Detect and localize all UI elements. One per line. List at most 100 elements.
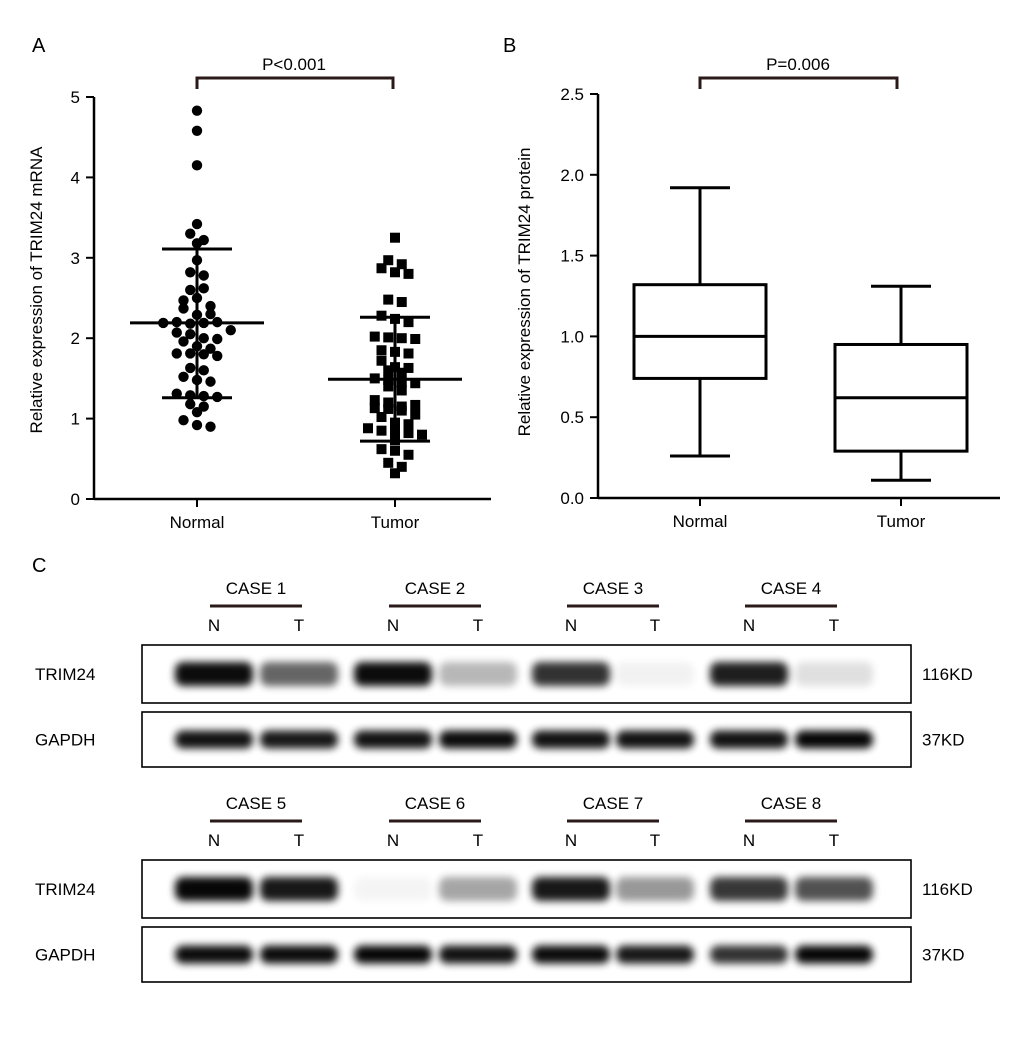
- normal-data-point: [191, 125, 203, 136]
- tumor-data-point: [383, 381, 394, 392]
- tumor-data-point: [376, 444, 387, 455]
- lane-label: T: [473, 616, 483, 635]
- blot-band: [439, 877, 517, 901]
- tumor-data-point: [383, 403, 394, 414]
- tumor-data-point: [403, 348, 414, 359]
- panel-b-y-tick-label: 1.5: [560, 247, 584, 266]
- normal-data-point: [185, 328, 196, 340]
- western-blot: CASE 1 CASE 2 CASE 3 CASE 4 N T N T N T N T TRIM24 11…: [35, 579, 973, 983]
- panel-b-x-tick-label: Tumor: [877, 512, 926, 531]
- tumor-data-point: [390, 468, 400, 479]
- lane-label: T: [294, 831, 304, 850]
- case-label: CASE 4: [761, 579, 821, 598]
- normal-data-point: [191, 218, 203, 230]
- blot-band: [532, 945, 610, 964]
- tumor-data-point: [376, 263, 387, 274]
- normal-data-point: [171, 348, 182, 359]
- tumor-data-point: [410, 334, 421, 345]
- lane-label: T: [294, 616, 304, 635]
- panel-label-a: A: [32, 35, 46, 57]
- normal-data-point: [205, 308, 216, 320]
- blot-band: [354, 945, 432, 964]
- blot-size-label: 116KD: [922, 880, 973, 899]
- tumor-data-point: [410, 399, 421, 410]
- tumor-data-point: [410, 378, 421, 389]
- normal-data-point: [185, 362, 196, 374]
- lane-label: N: [743, 831, 755, 850]
- panel-a-y-tick-label: 1: [71, 410, 80, 429]
- panel-a: A Relative expression of TRIM24 mRNA P<0…: [27, 35, 491, 532]
- panel-a-x-tick-label: Normal: [170, 513, 225, 532]
- lane-label: T: [650, 616, 660, 635]
- blot-row-label: TRIM24: [35, 665, 95, 684]
- tumor-data-point: [369, 403, 380, 414]
- lane-label: N: [565, 831, 577, 850]
- normal-data-point: [205, 421, 216, 432]
- case-label: CASE 1: [226, 579, 286, 598]
- panel-a-y-tick-label: 5: [71, 88, 80, 107]
- blot-band: [354, 730, 432, 749]
- blot-band: [439, 662, 517, 686]
- normal-data-point: [185, 228, 196, 239]
- normal-data-point: [191, 105, 203, 116]
- panel-a-y-axis-label: Relative expression of TRIM24 mRNA: [27, 146, 46, 434]
- panel-b-y-tick-label: 2.5: [560, 85, 584, 104]
- blot-band: [260, 730, 338, 749]
- normal-data-point: [185, 267, 196, 278]
- tumor-data-point: [390, 445, 400, 456]
- blot-band: [616, 877, 694, 901]
- tumor-data-point: [396, 405, 407, 416]
- tumor-data-point: [369, 395, 380, 406]
- tumor-data-point: [396, 461, 407, 472]
- normal-box: [632, 283, 768, 380]
- blot-band: [795, 877, 873, 901]
- lane-label: N: [387, 616, 399, 635]
- blot-band: [175, 945, 253, 964]
- panel-a-significance-bracket: [195, 76, 395, 89]
- panel-a-y-tick-label: 4: [71, 168, 80, 187]
- blot-band: [532, 730, 610, 749]
- blot-band: [439, 730, 517, 749]
- panel-b-y-tick-label: 2.0: [560, 166, 584, 185]
- panel-a-y-tick-label: 3: [71, 249, 80, 268]
- tumor-data-point: [403, 419, 414, 430]
- panel-b-y-tick-label: 0.5: [560, 408, 584, 427]
- normal-data-point: [185, 284, 196, 296]
- panel-b-p-value: P=0.006: [766, 55, 830, 74]
- panel-b-y-axis-label: Relative expression of TRIM24 protein: [515, 148, 534, 437]
- blot-band: [175, 877, 253, 901]
- tumor-data-point: [396, 333, 407, 344]
- blot-band: [532, 877, 610, 901]
- tumor-data-point: [376, 411, 387, 422]
- blot-size-label: 116KD: [922, 665, 973, 684]
- tumor-data-point: [396, 367, 407, 378]
- panel-b-boxes: [632, 186, 969, 482]
- normal-data-point: [191, 406, 203, 418]
- normal-data-point: [205, 376, 216, 387]
- tumor-data-point: [376, 345, 387, 356]
- tumor-data-point: [396, 259, 407, 270]
- blot-band: [710, 877, 788, 901]
- tumor-data-point: [403, 362, 414, 373]
- lane-label: T: [473, 831, 483, 850]
- lane-label: N: [565, 616, 577, 635]
- panel-a-y-tick-label: 2: [71, 329, 80, 348]
- blot-band: [795, 945, 873, 964]
- blot-band: [616, 945, 694, 964]
- normal-data-point: [198, 283, 209, 294]
- case-label: CASE 6: [405, 794, 465, 813]
- panel-b: B Relative expression of TRIM24 protein …: [503, 35, 1000, 531]
- case-label: CASE 3: [583, 579, 643, 598]
- panel-label-c: C: [32, 555, 46, 577]
- normal-data-point: [212, 350, 223, 362]
- case-label: CASE 8: [761, 794, 821, 813]
- lane-label: N: [387, 831, 399, 850]
- panel-b-y-tick-label: 0.0: [560, 489, 584, 508]
- panel-c: C CASE 1 CASE 2 CASE 3 CASE 4 N T N T N T N T TRIM24…: [32, 555, 973, 983]
- normal-data-point: [178, 303, 189, 314]
- tumor-data-point: [403, 268, 414, 279]
- tumor-data-point: [390, 232, 400, 243]
- panel-a-x-tick-label: Tumor: [371, 513, 420, 532]
- panel-label-b: B: [503, 35, 516, 57]
- panel-a-axes: 0 1 2 3 4 5 Normal Tumor: [71, 76, 491, 532]
